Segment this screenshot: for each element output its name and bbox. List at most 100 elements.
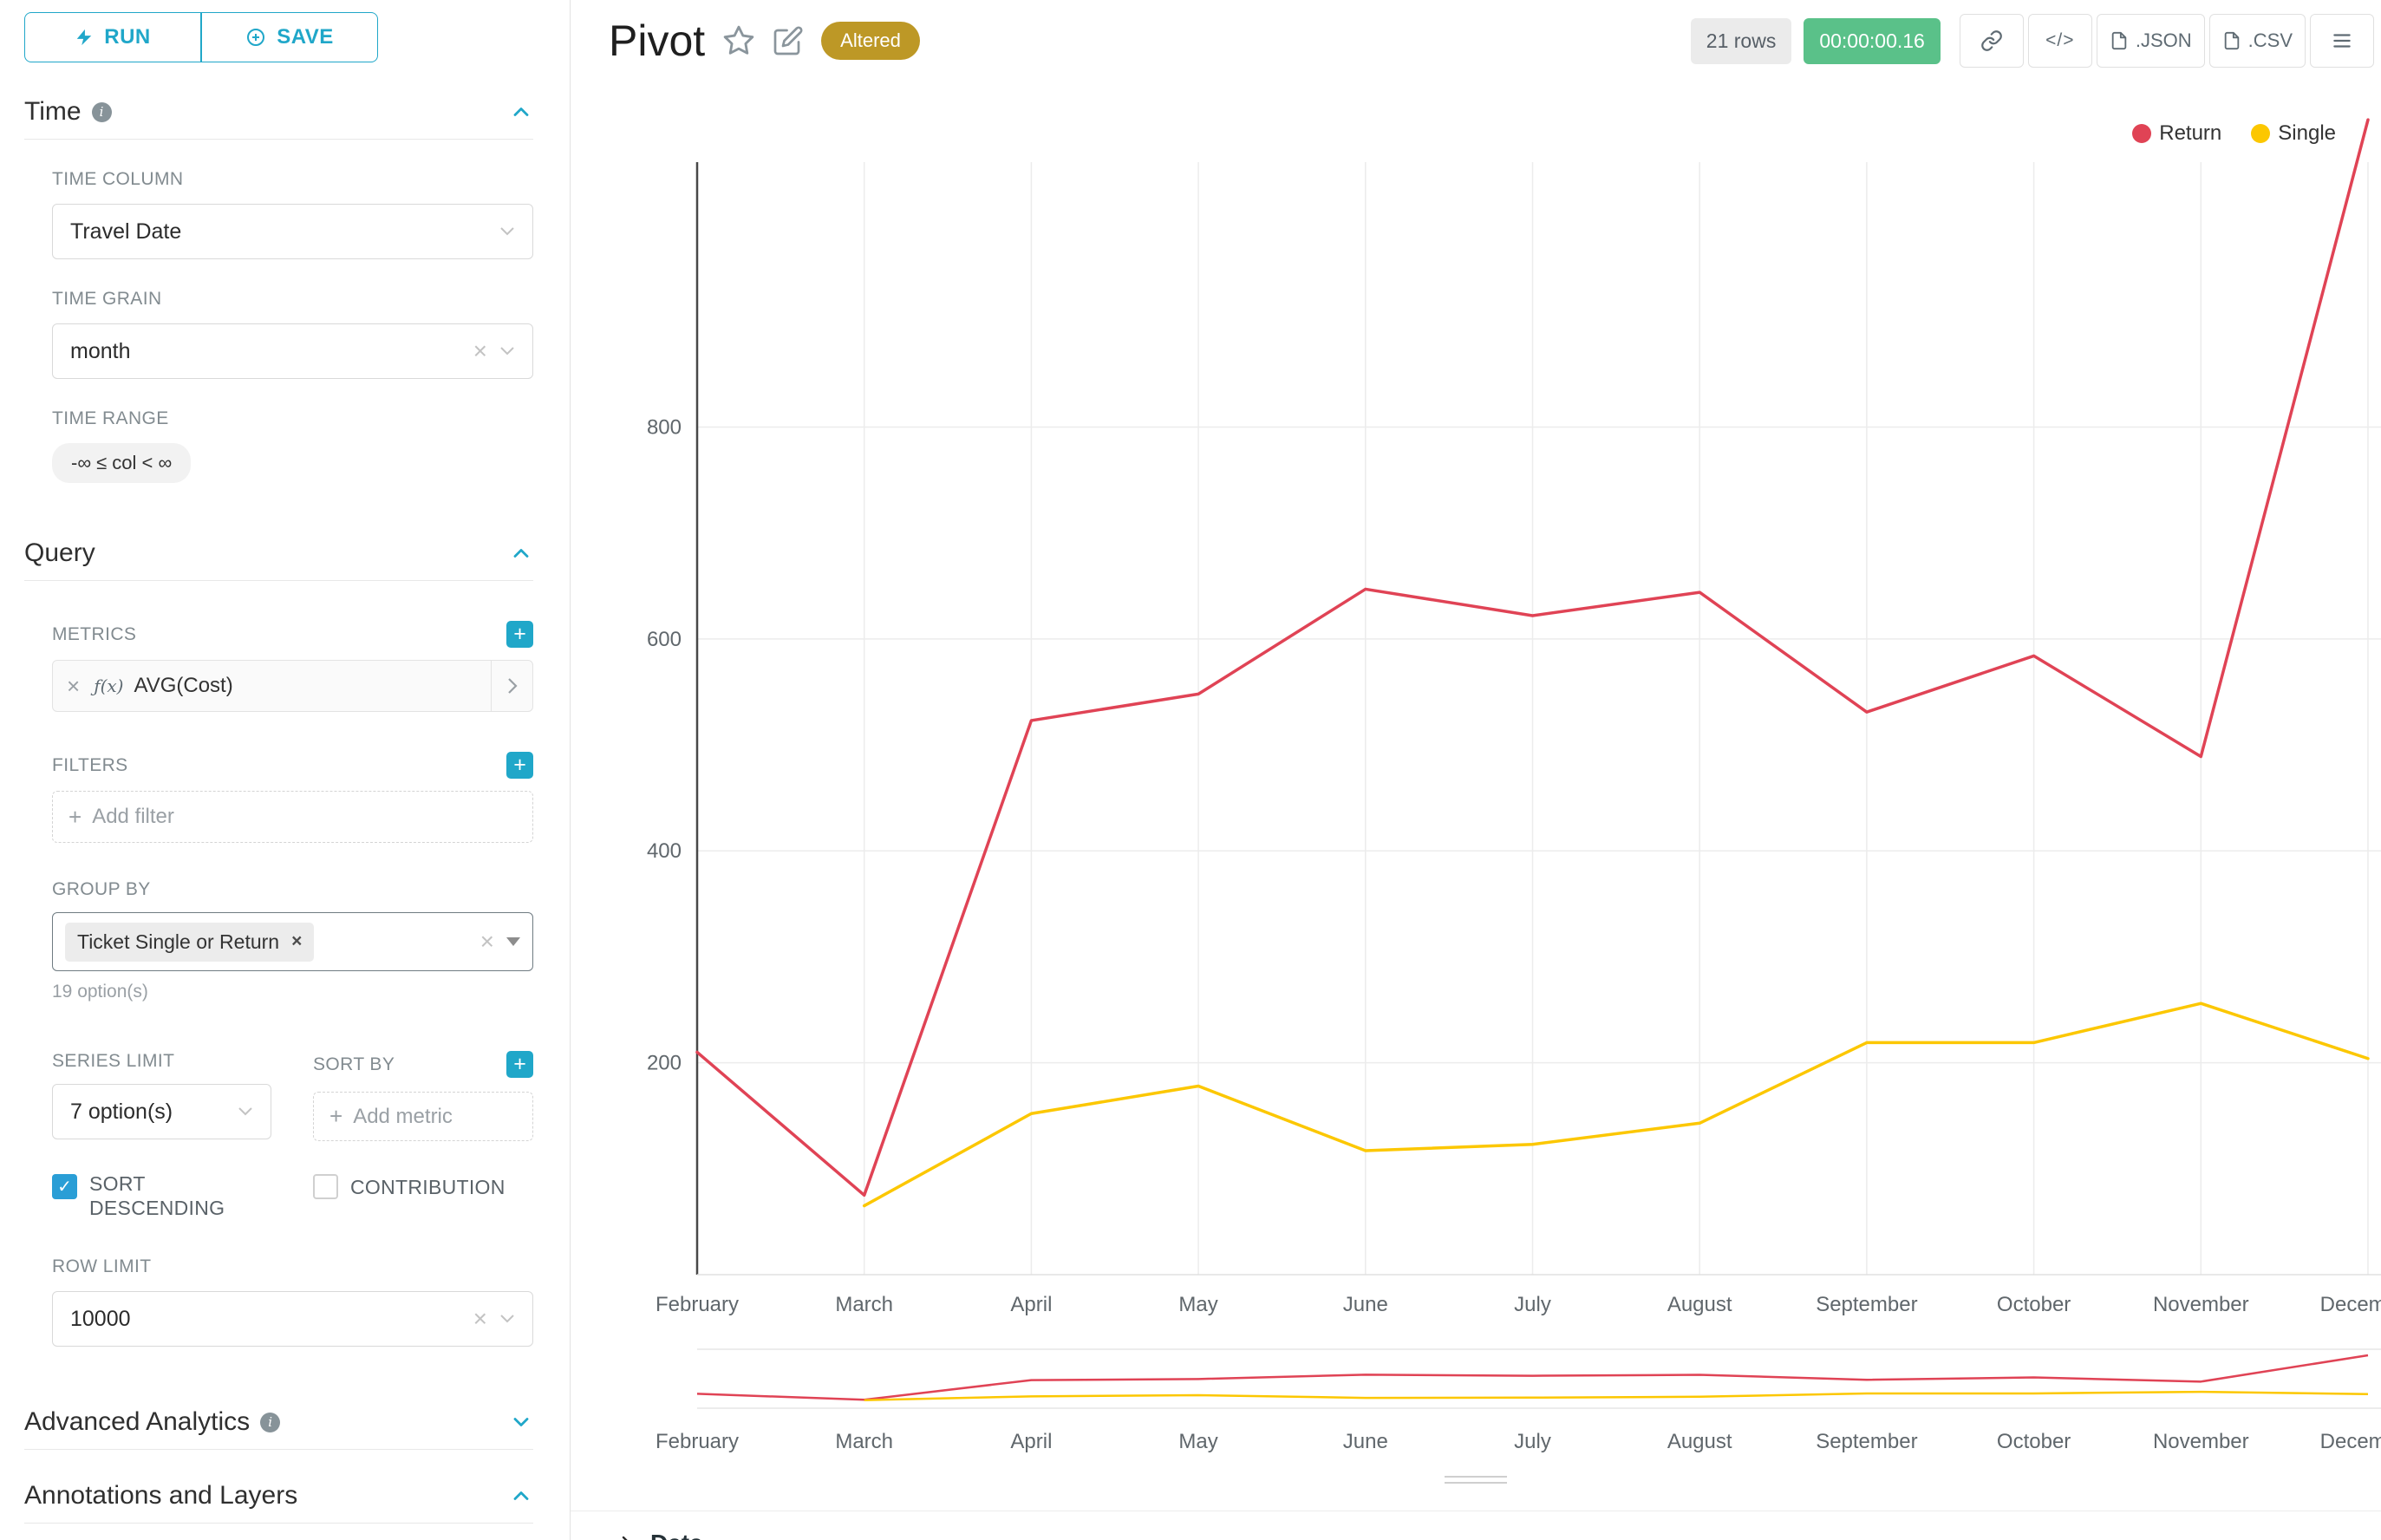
- info-icon[interactable]: i: [91, 101, 112, 122]
- time-section-title: Time: [24, 97, 82, 126]
- time-range-pill[interactable]: -∞ ≤ col < ∞: [52, 443, 192, 483]
- group-by-select[interactable]: Ticket Single or Return × ×: [52, 912, 533, 971]
- svg-text:December: December: [2320, 1430, 2381, 1453]
- metric-pill[interactable]: × ƒ(x) AVG(Cost): [52, 660, 533, 712]
- control-panel: RUN SAVE Time i TIME COLUMN Travel Date: [0, 0, 571, 1540]
- remove-tag-icon[interactable]: ×: [291, 931, 303, 951]
- group-by-options-hint: 19 option(s): [52, 982, 148, 1002]
- group-by-tag[interactable]: Ticket Single or Return ×: [65, 922, 315, 962]
- line-chart[interactable]: 200 400 600 800 February February March March Ap…: [571, 0, 2381, 1540]
- chevron-up-icon[interactable]: [509, 1484, 533, 1508]
- checkbox-unchecked-icon: [313, 1174, 338, 1199]
- svg-text:March: March: [835, 1430, 893, 1453]
- time-column-select[interactable]: Travel Date: [52, 204, 533, 259]
- add-metric-button[interactable]: +: [506, 621, 533, 648]
- svg-text:May: May: [1178, 1293, 1217, 1316]
- series-limit-select[interactable]: 7 option(s): [52, 1084, 271, 1139]
- svg-text:September: September: [1816, 1430, 1917, 1453]
- remove-metric-icon[interactable]: ×: [67, 672, 81, 699]
- link-icon: [1981, 30, 2002, 51]
- svg-text:March: March: [835, 1293, 893, 1316]
- sort-by-label: SORT BY: [313, 1054, 395, 1074]
- lightning-icon: [77, 29, 92, 46]
- code-icon: </>: [2045, 30, 2075, 50]
- edit-icon[interactable]: [773, 25, 804, 56]
- run-button-label: RUN: [104, 25, 151, 49]
- export-button-group: </> .JSON .CSV: [1959, 14, 2374, 68]
- svg-text:July: July: [1514, 1293, 1551, 1316]
- svg-text:April: April: [1010, 1430, 1052, 1453]
- export-csv-button[interactable]: .CSV: [2208, 14, 2306, 68]
- favorite-star-icon[interactable]: [722, 24, 755, 57]
- svg-text:400: 400: [647, 839, 682, 863]
- time-grain-select[interactable]: month ×: [52, 323, 533, 379]
- altered-badge[interactable]: Altered: [821, 22, 920, 60]
- add-sort-metric-dropzone[interactable]: + Add metric: [313, 1092, 533, 1141]
- more-options-button[interactable]: [2310, 14, 2374, 68]
- series-limit-label: SERIES LIMIT: [52, 1051, 175, 1071]
- metric-expand-button[interactable]: [491, 661, 532, 711]
- file-icon: [2111, 31, 2127, 50]
- svg-text:May: May: [1178, 1430, 1217, 1453]
- save-button[interactable]: SAVE: [201, 12, 378, 62]
- advanced-analytics-title: Advanced Analytics: [24, 1407, 251, 1437]
- svg-text:June: June: [1343, 1430, 1388, 1453]
- legend-dot-single: [2251, 124, 2271, 143]
- contribution-checkbox[interactable]: CONTRIBUTION: [313, 1172, 532, 1220]
- chart-legend: Return Single: [2132, 121, 2336, 146]
- add-filter-placeholder: Add filter: [92, 805, 174, 828]
- add-filter-dropzone[interactable]: + Add filter: [52, 791, 533, 843]
- export-json-button[interactable]: .JSON: [2096, 14, 2205, 68]
- chevron-right-icon: [622, 1536, 629, 1540]
- chart-title: Pivot: [609, 16, 706, 65]
- data-panel-toggle[interactable]: Data: [571, 1511, 2381, 1540]
- legend-label-return: Return: [2159, 121, 2222, 145]
- chevron-right-icon: [507, 678, 518, 694]
- svg-text:800: 800: [647, 415, 682, 439]
- legend-item-single[interactable]: Single: [2251, 121, 2336, 146]
- chevron-down-icon: [500, 1315, 514, 1323]
- chevron-down-icon: [500, 227, 514, 236]
- chevron-up-icon[interactable]: [509, 100, 533, 124]
- chart-header: Pivot Altered 21 rows 00:00:00.16 </> .J…: [609, 12, 2374, 69]
- chevron-down-icon[interactable]: [509, 1410, 533, 1434]
- svg-text:November: November: [2153, 1293, 2249, 1316]
- svg-text:October: October: [1997, 1293, 2071, 1316]
- clear-icon[interactable]: ×: [473, 1305, 487, 1333]
- info-icon[interactable]: i: [260, 1412, 281, 1432]
- group-by-label: GROUP BY: [52, 879, 151, 899]
- time-range-label: TIME RANGE: [52, 408, 169, 428]
- add-filter-button[interactable]: +: [506, 752, 533, 779]
- metric-name: AVG(Cost): [134, 674, 233, 697]
- legend-dot-return: [2132, 124, 2152, 143]
- copy-link-button[interactable]: [1959, 14, 2024, 68]
- svg-text:February: February: [656, 1430, 739, 1453]
- svg-text:July: July: [1514, 1430, 1551, 1453]
- filters-label: FILTERS: [52, 754, 128, 775]
- legend-label-single: Single: [2278, 121, 2336, 145]
- sort-descending-checkbox[interactable]: ✓ SORT DESCENDING: [52, 1172, 313, 1220]
- svg-text:August: August: [1667, 1430, 1732, 1453]
- section-annotations: Annotations and Layers: [24, 1481, 533, 1524]
- svg-text:April: April: [1010, 1293, 1052, 1316]
- svg-text:October: October: [1997, 1430, 2071, 1453]
- section-query: Query: [24, 538, 533, 581]
- chevron-down-icon: [500, 347, 514, 356]
- add-sort-metric-button[interactable]: +: [506, 1051, 533, 1078]
- embed-code-button[interactable]: </>: [2027, 14, 2092, 68]
- clear-icon[interactable]: ×: [479, 928, 494, 955]
- row-limit-select[interactable]: 10000 ×: [52, 1291, 533, 1348]
- chevron-up-icon[interactable]: [509, 541, 533, 565]
- clear-icon[interactable]: ×: [473, 337, 487, 364]
- plus-icon: +: [68, 803, 82, 830]
- function-icon: ƒ(x): [94, 675, 124, 696]
- file-icon: [2224, 31, 2239, 50]
- series-limit-value: 7 option(s): [70, 1099, 173, 1124]
- legend-item-return[interactable]: Return: [2132, 121, 2221, 146]
- plus-icon: +: [329, 1103, 343, 1129]
- time-grain-value: month: [70, 338, 131, 363]
- svg-text:June: June: [1343, 1293, 1388, 1316]
- run-button[interactable]: RUN: [24, 12, 201, 62]
- svg-text:200: 200: [647, 1052, 682, 1075]
- panel-resize-handle[interactable]: [1445, 1476, 1507, 1488]
